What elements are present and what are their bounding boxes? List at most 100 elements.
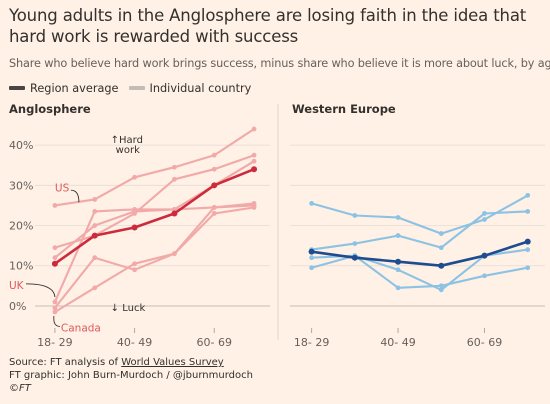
country-point [438,283,444,289]
credit-line: FT graphic: John Burn-Murdoch / @jburnmu… [9,370,253,382]
country-point [172,251,177,257]
panel-title: Western Europe [292,102,396,116]
country-point [395,267,401,273]
country-point [395,285,401,291]
y-tick-label: 0% [9,300,26,313]
country-point [52,255,58,261]
country-point [211,166,217,172]
source-link[interactable]: World Values Survey [121,357,224,368]
country-point [52,309,58,315]
copyright: ©FT [9,383,31,395]
legend-swatch-individual-country [128,86,145,90]
country-line [53,206,256,309]
country-point [309,201,315,206]
x-tick-label: 60- 69 [467,336,502,349]
series-country [309,209,531,253]
country-point [132,267,137,273]
average-line [53,167,256,265]
country-point [132,174,137,180]
panel-title: Anglosphere [9,102,91,116]
legend-item-individual-country: Individual country [128,81,252,95]
average-point [524,238,531,245]
x-tick-label: 40- 49 [117,336,152,349]
legend-label-individual-country: Individual country [149,81,252,95]
country-point [482,273,487,279]
series-country [309,192,531,236]
x-tick-label: 60- 69 [197,336,232,349]
x-tick-label: 18- 29 [37,336,72,349]
average-point [251,166,258,173]
average-point [51,260,58,267]
country-point [92,285,98,291]
label-uk: UK [9,280,25,292]
average-point [481,252,488,259]
chart-subtitle: Share who believe hard work brings succe… [9,57,550,70]
source-prefix: Source: FT analysis of [9,357,122,368]
country-point [172,207,177,212]
y-tick-label: 10% [9,260,33,273]
panel-western-europe: Western Europe 18- 29 40- 49 60- 69 [290,102,545,349]
average-point [131,224,138,231]
average-point [351,254,358,261]
legend-item-region-average: Region average [9,82,119,95]
country-line [53,202,256,314]
label-canada: Canada [61,322,101,334]
country-point [251,126,257,132]
series-region-average [308,238,531,269]
label-us-arrow [70,189,80,203]
country-point [525,192,531,198]
label-us: US [55,183,70,195]
country-point [438,245,444,251]
country-point [309,255,315,261]
country-point [251,201,257,206]
chart-svg: Anglosphere 0% 10% 20% 30% 40% 18- 29 40- 49 60-… [9,102,545,349]
country-point [211,152,217,158]
country-point [251,158,257,164]
average-line [310,240,530,267]
country-point [92,223,98,228]
x-tick-label: 40- 49 [380,336,415,349]
average-point [308,248,315,255]
country-point [92,255,98,261]
average-point [211,182,218,189]
country-point [395,233,401,238]
average-point [395,258,402,265]
country-line [310,254,529,289]
series-country [52,201,257,315]
panel-anglosphere: Anglosphere 0% 10% 20% 30% 40% 18- 29 40- 49 60-… [9,102,270,349]
country-point [251,152,257,158]
country-line [53,154,256,249]
series-country [52,205,257,311]
series-country [309,247,531,293]
country-point [525,209,531,214]
country-point [52,245,58,251]
country-point [251,205,257,210]
label-uk-arrow [25,283,56,298]
country-point [525,265,531,271]
country-point [309,265,315,271]
annotation-down: ↓ Luck [111,303,146,314]
country-point [438,287,444,293]
series-country [52,126,257,208]
country-point [52,299,58,305]
country-point [211,211,217,216]
country-point [52,203,58,208]
country-point [482,211,487,216]
country-point [211,205,217,210]
legend: Region average Individual country [9,81,261,95]
country-point [438,231,444,236]
legend-label-region-average: Region average [30,81,119,95]
country-point [172,176,177,182]
annotation-up-line2: work [116,145,140,156]
country-point [92,196,98,202]
y-tick-label: 20% [9,220,33,233]
annotation-up-line1: ↑Hard [111,135,143,146]
country-point [525,247,531,253]
country-point [395,215,401,220]
y-tick-label: 30% [9,179,33,192]
country-point [172,164,177,170]
country-point [352,241,358,247]
x-tick-label: 18- 29 [294,336,329,349]
y-tick-label: 40% [9,139,33,152]
country-point [132,207,137,212]
